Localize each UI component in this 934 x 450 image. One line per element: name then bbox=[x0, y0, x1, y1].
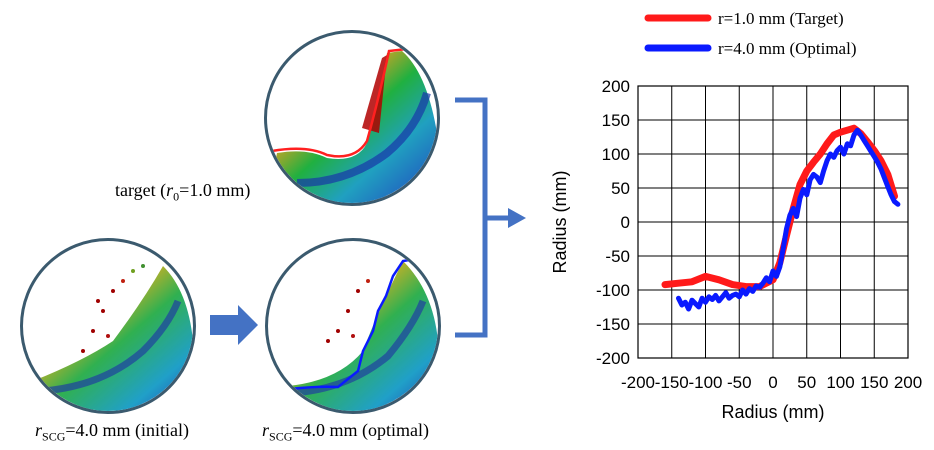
right-arrow-icon bbox=[210, 305, 258, 345]
x-tick-label: -200 bbox=[621, 373, 655, 392]
series-line-1 bbox=[676, 127, 901, 312]
x-tick-label: 50 bbox=[797, 373, 816, 392]
y-tick-label: 50 bbox=[611, 179, 630, 198]
caption-var: r bbox=[35, 420, 43, 440]
x-tick-label: 100 bbox=[826, 373, 854, 392]
x-axis-label: Radius (mm) bbox=[721, 402, 824, 422]
x-tick-label: 200 bbox=[894, 373, 922, 392]
y-tick-label: -100 bbox=[596, 281, 630, 300]
x-tick-label: 0 bbox=[768, 373, 777, 392]
legend-label-1: r=4.0 mm (Optimal) bbox=[718, 39, 856, 58]
initial-caption: rSCG=4.0 mm (initial) bbox=[35, 420, 189, 445]
caption-text: =1.0 mm) bbox=[179, 180, 251, 200]
y-tick-label: -150 bbox=[596, 315, 630, 334]
x-tick-label: -100 bbox=[688, 373, 722, 392]
caption-sub: SCG bbox=[42, 429, 66, 444]
optimal-simulation-image bbox=[265, 238, 441, 414]
optimal-caption: rSCG=4.0 mm (optimal) bbox=[262, 420, 429, 445]
legend-label-0: r=1.0 mm (Target) bbox=[718, 9, 844, 28]
caption-var: r bbox=[166, 180, 174, 200]
initial-simulation-image bbox=[20, 238, 196, 414]
y-tick-label: 150 bbox=[602, 111, 630, 130]
y-tick-label: 200 bbox=[602, 77, 630, 96]
plot-border bbox=[637, 85, 909, 359]
x-tick-label: 150 bbox=[860, 373, 888, 392]
x-tick-label: -150 bbox=[655, 373, 689, 392]
caption-sub: 0 bbox=[173, 189, 180, 204]
target-simulation-image bbox=[264, 30, 440, 206]
caption-text: target ( bbox=[115, 180, 167, 200]
y-tick-label: 100 bbox=[602, 145, 630, 164]
bracket-arrow-icon bbox=[508, 208, 526, 228]
y-tick-label: -200 bbox=[596, 349, 630, 368]
y-tick-label: -50 bbox=[605, 247, 630, 266]
y-tick-label: 0 bbox=[621, 213, 630, 232]
caption-sub: SCG bbox=[269, 429, 293, 444]
caption-var: r bbox=[262, 420, 270, 440]
y-axis-label: Radius (mm) bbox=[550, 170, 570, 273]
caption-text: =4.0 mm (initial) bbox=[65, 420, 189, 440]
x-tick-label: -50 bbox=[727, 373, 752, 392]
caption-text: =4.0 mm (optimal) bbox=[292, 420, 429, 440]
target-caption: target (r0=1.0 mm) bbox=[115, 180, 250, 205]
bracket-connector bbox=[455, 97, 488, 338]
